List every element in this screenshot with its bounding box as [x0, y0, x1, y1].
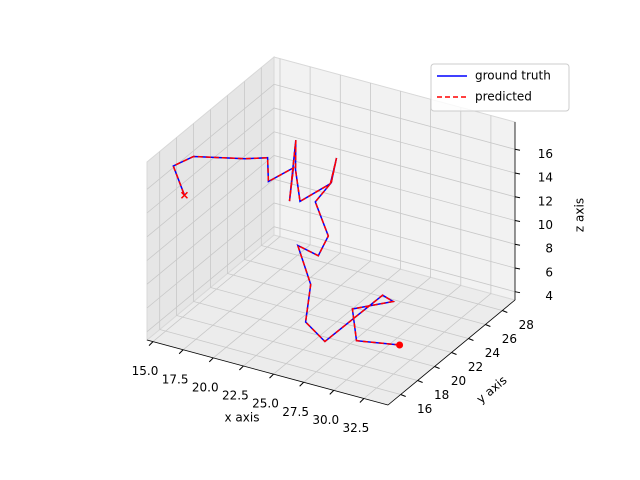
z-tick-label: 14 [538, 171, 553, 185]
grid-line [210, 109, 452, 353]
grid-line [146, 83, 516, 190]
grid-line [152, 58, 281, 342]
y-tick-label: 26 [502, 332, 517, 346]
y-tick-label: 16 [417, 402, 432, 416]
x-tick-label: 27.5 [282, 405, 309, 419]
y-tick-label: 28 [519, 318, 534, 332]
z-tick-label: 6 [545, 265, 553, 279]
grid-line [333, 107, 462, 391]
x-tick [299, 381, 305, 387]
y-tick-label: 24 [485, 346, 500, 360]
z-tick [514, 243, 521, 246]
y-tick [485, 324, 491, 327]
grid-line [146, 202, 516, 309]
z-tick-label: 8 [545, 242, 553, 256]
grid-line [182, 66, 311, 351]
x-tick [148, 341, 154, 346]
start-marker [396, 341, 404, 349]
y-tick-label: 18 [434, 388, 449, 402]
grid-line [363, 115, 492, 399]
z-tick-label: 4 [545, 289, 553, 303]
x-tick-label: 15.0 [132, 364, 159, 378]
legend-label: predicted [475, 90, 532, 104]
z-axis-label: z axis [573, 198, 587, 232]
z-tick-label: 10 [538, 218, 553, 232]
y-tick [417, 380, 423, 383]
z-tick [514, 196, 521, 199]
legend-label: ground truth [475, 69, 551, 83]
grid-line [146, 155, 516, 261]
y-tick [451, 352, 457, 355]
y-tick [434, 366, 440, 369]
grid-line [213, 74, 341, 359]
y-tick-label: 22 [468, 360, 483, 374]
y-tick-label: 20 [451, 374, 466, 388]
y-tick [468, 338, 474, 341]
x-axis-line [146, 339, 389, 406]
x-tick [178, 349, 184, 355]
x-tick [208, 357, 214, 363]
x-tick [329, 390, 335, 395]
grid-line [146, 107, 516, 214]
x-tick-label: 32.5 [343, 421, 370, 435]
z-tick-label: 16 [538, 147, 553, 161]
y-tick [502, 310, 508, 313]
z-tick [514, 291, 521, 294]
z-tick [514, 148, 521, 151]
grid-line [159, 151, 401, 395]
y-tick [400, 394, 406, 397]
z-tick-label: 12 [538, 194, 553, 208]
trajectory-line [172, 140, 400, 346]
y-axis-label: y axis [474, 373, 510, 406]
grid-line [260, 67, 503, 311]
grid-line [303, 99, 432, 383]
grid-line [243, 83, 371, 367]
grid-line [243, 81, 486, 325]
x-tick-label: 22.5 [222, 389, 249, 403]
x-tick [239, 365, 244, 371]
x-tick-label: 17.5 [162, 372, 189, 386]
grid-line [193, 123, 435, 367]
grid-line [146, 131, 516, 238]
z-tick [514, 267, 521, 270]
x-tick [269, 373, 274, 379]
grid-line [176, 137, 418, 381]
x-tick-label: 20.0 [192, 380, 219, 394]
z-tick [514, 220, 521, 222]
grid-line [226, 95, 469, 339]
x-tick-label: 25.0 [252, 397, 279, 411]
x-tick [359, 398, 365, 403]
end-marker [180, 191, 188, 199]
x-axis-label: x axis [225, 411, 260, 425]
y-axis-line [387, 299, 516, 406]
grid-line [273, 91, 401, 375]
grid-line [146, 226, 516, 333]
x-tick-label: 30.0 [312, 413, 339, 427]
z-tick [514, 172, 521, 175]
